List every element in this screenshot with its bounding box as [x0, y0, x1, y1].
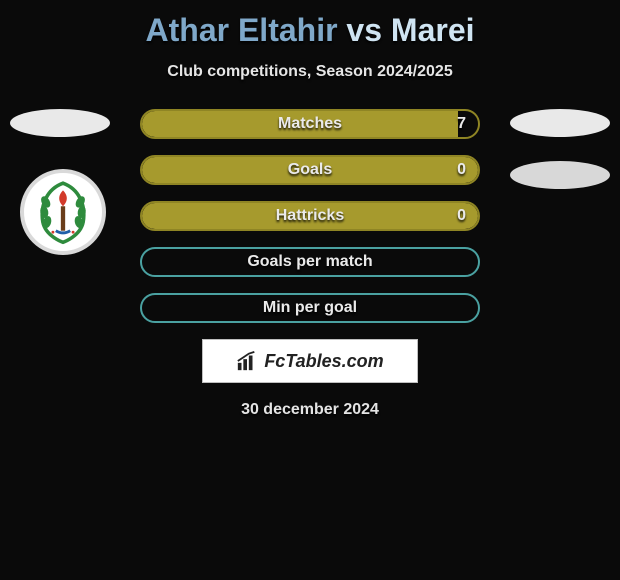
fctables-logo-text: FcTables.com [264, 351, 383, 372]
stat-bar-value: 0 [457, 203, 466, 229]
left-placeholder-oval [10, 109, 110, 137]
stat-bar-label: Matches [142, 111, 478, 137]
player1-name: Athar Eltahir [146, 12, 338, 48]
stat-bar-goals-per-match: Goals per match [140, 247, 480, 277]
stat-bar-value: 7 [457, 111, 466, 137]
bars-chart-icon [236, 350, 258, 372]
stat-bar-label: Hattricks [142, 203, 478, 229]
stat-bar-hattricks: Hattricks0 [140, 201, 480, 231]
right-placeholder-oval-2 [510, 161, 610, 189]
fctables-logo: FcTables.com [202, 339, 418, 383]
stats-bars: Matches7Goals0Hattricks0Goals per matchM… [140, 109, 480, 323]
date-line: 30 december 2024 [0, 401, 620, 419]
stat-bar-label: Min per goal [142, 295, 478, 321]
stat-bar-min-per-goal: Min per goal [140, 293, 480, 323]
subtitle: Club competitions, Season 2024/2025 [0, 63, 620, 81]
player2-name: Marei [391, 12, 475, 48]
vs-word: vs [346, 12, 382, 48]
stat-bar-goals: Goals0 [140, 155, 480, 185]
stat-bar-label: Goals [142, 157, 478, 183]
stat-bar-value: 0 [457, 157, 466, 183]
club-badge [20, 169, 106, 255]
page-title: Athar Eltahir vs Marei [0, 0, 620, 49]
stat-bar-matches: Matches7 [140, 109, 480, 139]
right-placeholder-oval-1 [510, 109, 610, 137]
stat-bar-label: Goals per match [142, 249, 478, 275]
content-area: Matches7Goals0Hattricks0Goals per matchM… [0, 109, 620, 419]
club-badge-icon [27, 176, 99, 248]
